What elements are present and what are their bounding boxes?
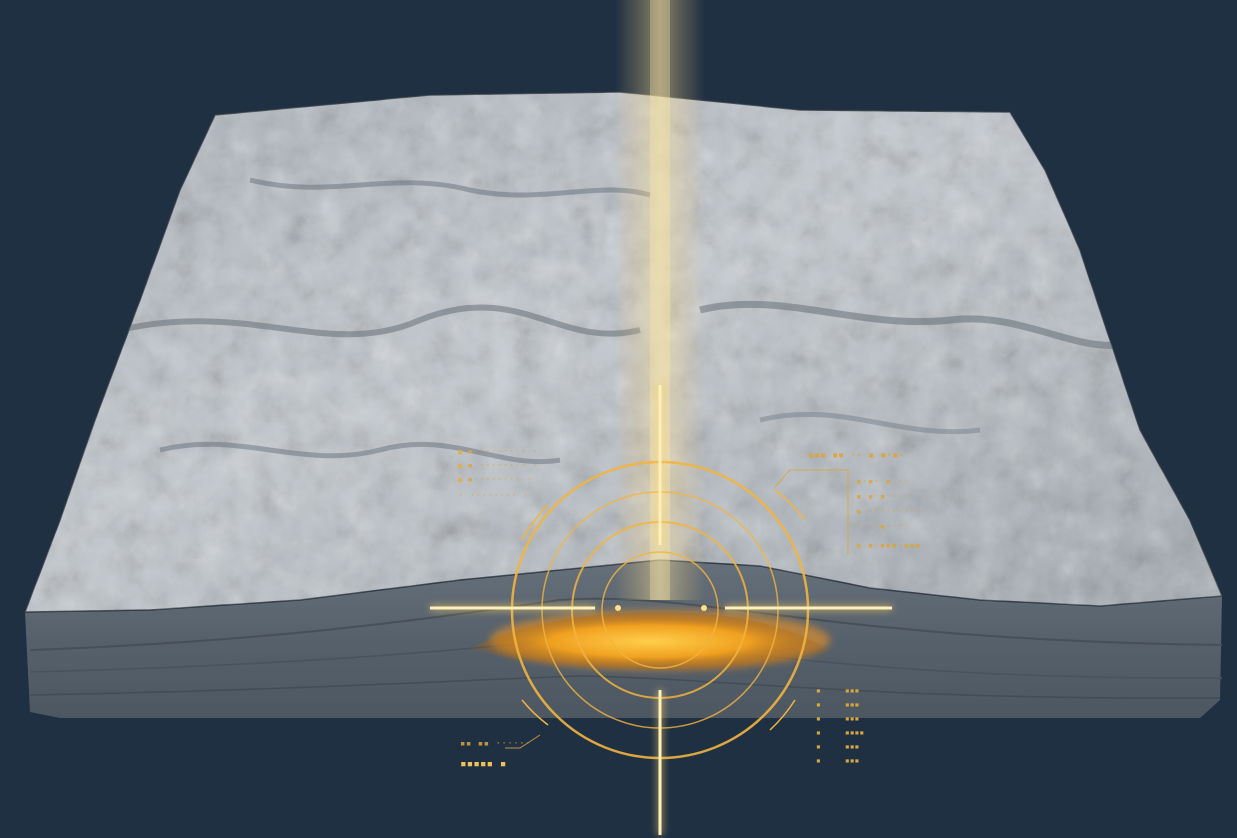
readout-value: ▪▪▪	[844, 756, 860, 765]
readout-key: ▪	[816, 742, 821, 751]
hud-right-line: ▪·▪· ▪ ··	[856, 477, 910, 487]
readout-key: ▪	[816, 700, 821, 709]
hud-right-line: ▪ ▪·▪▪▪·▪▪▪	[856, 541, 922, 551]
hud-right-line: ▪ ▪·▪··· ·	[856, 492, 916, 502]
hud-left-line: ▪ ········ ·	[458, 447, 538, 457]
readout-value: ▪▪▪	[844, 700, 860, 709]
readout-value: ▪▪▪	[844, 686, 860, 695]
readout-value: ▪▪▪	[844, 714, 860, 723]
readout-key: ▪	[816, 756, 821, 765]
hud-right-line: · ··▪····	[856, 522, 910, 532]
hud-left-line: · ········ ·	[458, 491, 530, 501]
readout-key: ▪	[816, 714, 821, 723]
hud-bottom-caption: ▪▪ ▪▪ ······	[460, 739, 532, 749]
readout-key: ▪	[816, 728, 821, 737]
hud-right-line: ▪ ·········	[856, 507, 922, 517]
readout-value: ▪▪▪▪	[844, 728, 865, 737]
hud-left-line: ▪ ······· ·	[458, 475, 533, 485]
hud-bottom-title: ▪▪▪▪▪ ▪	[460, 757, 507, 770]
readout-value: ▪▪▪	[844, 742, 860, 751]
hud-right-title: ▪▪▪ ▪▪ ·· ▪ ▪·▪·	[808, 450, 905, 461]
readout-key: ▪	[816, 686, 821, 695]
hud-left-line: ▪ ········ ·	[458, 461, 538, 471]
